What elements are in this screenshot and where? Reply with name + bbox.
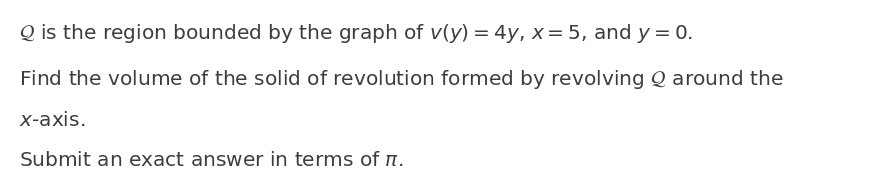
Text: $x$-axis.: $x$-axis. bbox=[19, 111, 86, 130]
Text: $\mathcal{Q}$ is the region bounded by the graph of $v(y) = 4y$, $x = 5$, and $y: $\mathcal{Q}$ is the region bounded by t… bbox=[19, 22, 693, 45]
Text: Find the volume of the solid of revolution formed by revolving $\mathcal{Q}$ aro: Find the volume of the solid of revoluti… bbox=[19, 68, 784, 91]
Text: Submit an exact answer in terms of $\pi$.: Submit an exact answer in terms of $\pi$… bbox=[19, 151, 403, 169]
